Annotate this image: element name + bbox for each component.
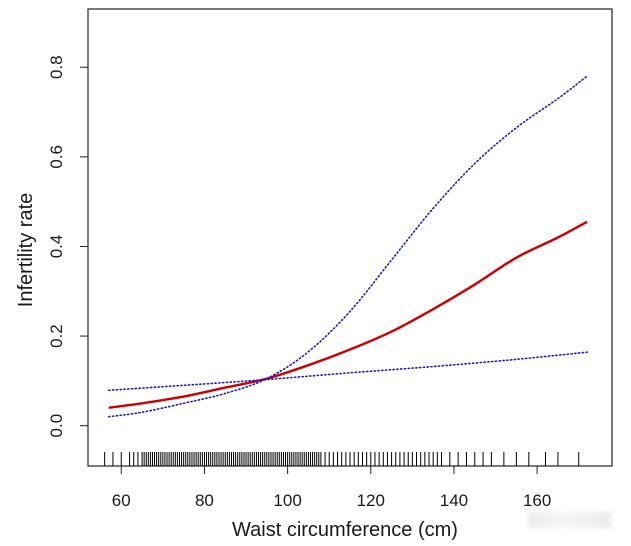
y-axis-title: Infertility rate — [15, 193, 37, 307]
rug-marks — [104, 452, 580, 466]
lower-ci-line — [107, 351, 588, 392]
y-tick-label: 0.2 — [47, 324, 66, 348]
series-group — [107, 75, 588, 418]
estimate-line — [108, 220, 588, 409]
y-tick-label: 0.4 — [47, 235, 66, 259]
x-tick-label: 120 — [357, 491, 385, 510]
upper-ci-line — [107, 75, 588, 418]
x-tick-label: 80 — [195, 491, 214, 510]
plot-frame — [87, 8, 613, 467]
x-tick-label: 160 — [523, 491, 551, 510]
watermark-blur — [528, 512, 612, 528]
x-axis-title: Waist circumference (cm) — [232, 519, 458, 541]
x-tick-label: 140 — [440, 491, 468, 510]
x-tick-label: 100 — [273, 491, 301, 510]
x-tick-label: 60 — [112, 491, 131, 510]
y-axis: 0.0 0.2 0.4 0.6 0.8 — [47, 55, 88, 437]
x-axis: 60 80 100 120 140 160 — [112, 466, 551, 510]
y-tick-label: 0.8 — [47, 55, 66, 79]
y-tick-label: 0.0 — [47, 414, 66, 438]
y-tick-label: 0.6 — [47, 145, 66, 169]
